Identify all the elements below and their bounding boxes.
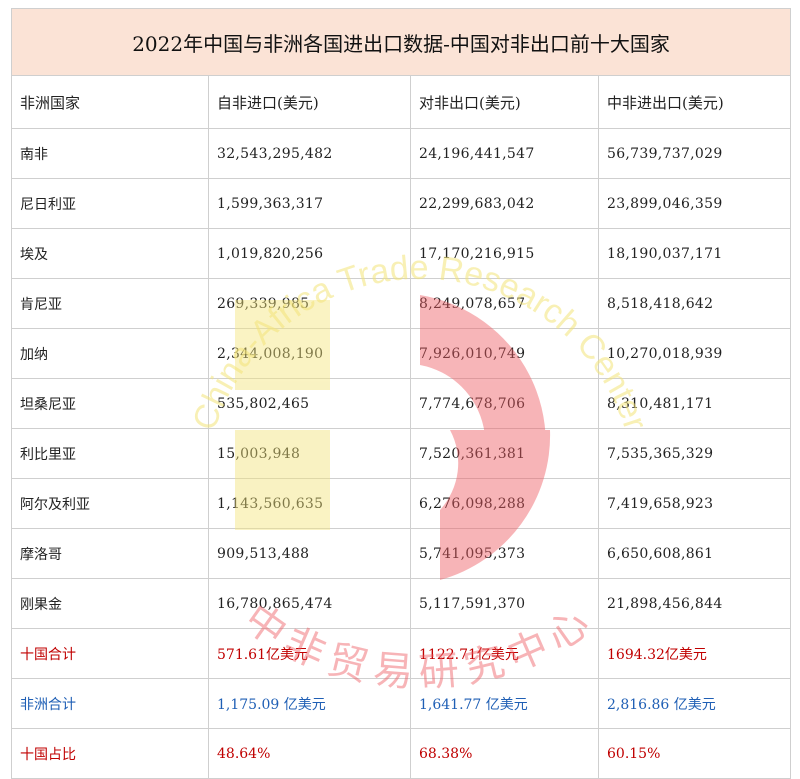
value-cell: 1,143,560,635: [208, 478, 411, 529]
value-cell: 7,419,658,923: [597, 478, 792, 529]
data-table-container: 2022年中国与非洲各国进出口数据-中国对非出口前十大国家 非洲国家 自非进口(…: [10, 8, 792, 779]
value-cell: 15,003,948: [208, 428, 411, 479]
value-cell: 24,196,441,547: [410, 128, 599, 179]
country-cell: 南非: [11, 128, 209, 179]
table-row: 肯尼亚 269,339,985 8,249,078,657 8,518,418,642: [11, 278, 792, 329]
header-export: 对非出口(美元): [410, 75, 599, 129]
country-cell: 埃及: [11, 228, 209, 279]
summary-value: 1694.32亿美元: [597, 628, 792, 679]
country-cell: 摩洛哥: [11, 528, 209, 579]
table-row: 阿尔及利亚 1,143,560,635 6,276,098,288 7,419,658…: [11, 478, 792, 529]
summary-value: 1,175.09 亿美元: [208, 678, 411, 729]
value-cell: 7,520,361,381: [410, 428, 599, 479]
value-cell: 8,310,481,171: [597, 378, 792, 429]
country-cell: 阿尔及利亚: [11, 478, 209, 529]
value-cell: 5,741,095,373: [410, 528, 599, 579]
header-row: 非洲国家 自非进口(美元) 对非出口(美元) 中非进出口(美元): [11, 75, 792, 129]
table-row: 利比里亚 15,003,948 7,520,361,381 7,535,365,329: [11, 428, 792, 479]
header-country: 非洲国家: [11, 75, 209, 129]
table-row: 尼日利亚 1,599,363,317 22,299,683,042 23,899,04…: [11, 178, 792, 229]
value-cell: 7,926,010,749: [410, 328, 599, 379]
value-cell: 909,513,488: [208, 528, 411, 579]
summary-value: 1,641.77 亿美元: [410, 678, 599, 729]
value-cell: 32,543,295,482: [208, 128, 411, 179]
value-cell: 1,019,820,256: [208, 228, 411, 279]
header-total: 中非进出口(美元): [597, 75, 792, 129]
value-cell: 535,802,465: [208, 378, 411, 429]
table-row: 坦桑尼亚 535,802,465 7,774,678,706 8,310,481,17…: [11, 378, 792, 429]
value-cell: 8,249,078,657: [410, 278, 599, 329]
summary-value: 571.61亿美元: [208, 628, 411, 679]
summary-row: 十国占比 48.64% 68.38% 60.15%: [11, 728, 792, 779]
value-cell: 2,344,008,190: [208, 328, 411, 379]
country-cell: 利比里亚: [11, 428, 209, 479]
trade-table: 2022年中国与非洲各国进出口数据-中国对非出口前十大国家 非洲国家 自非进口(…: [10, 8, 792, 779]
value-cell: 16,780,865,474: [208, 578, 411, 629]
country-cell: 尼日利亚: [11, 178, 209, 229]
header-import: 自非进口(美元): [208, 75, 411, 129]
summary-label: 十国合计: [11, 628, 209, 679]
value-cell: 7,774,678,706: [410, 378, 599, 429]
value-cell: 8,518,418,642: [597, 278, 792, 329]
value-cell: 10,270,018,939: [597, 328, 792, 379]
table-title-row: 2022年中国与非洲各国进出口数据-中国对非出口前十大国家: [10, 8, 792, 76]
table-row: 刚果金 16,780,865,474 5,117,591,370 21,898,456…: [11, 578, 792, 629]
value-cell: 6,650,608,861: [597, 528, 792, 579]
value-cell: 18,190,037,171: [597, 228, 792, 279]
summary-label: 非洲合计: [11, 678, 209, 729]
summary-value: 2,816.86 亿美元: [597, 678, 792, 729]
summary-label: 十国占比: [11, 728, 209, 779]
value-cell: 5,117,591,370: [410, 578, 599, 629]
country-cell: 加纳: [11, 328, 209, 379]
summary-value: 48.64%: [208, 728, 411, 779]
summary-value: 60.15%: [597, 728, 792, 779]
value-cell: 21,898,456,844: [597, 578, 792, 629]
summary-value: 1122.71亿美元: [410, 628, 599, 679]
table-title: 2022年中国与非洲各国进出口数据-中国对非出口前十大国家: [10, 8, 792, 76]
value-cell: 6,276,098,288: [410, 478, 599, 529]
country-cell: 刚果金: [11, 578, 209, 629]
value-cell: 1,599,363,317: [208, 178, 411, 229]
table-row: 埃及 1,019,820,256 17,170,216,915 18,190,037,…: [11, 228, 792, 279]
value-cell: 17,170,216,915: [410, 228, 599, 279]
value-cell: 269,339,985: [208, 278, 411, 329]
table-row: 摩洛哥 909,513,488 5,741,095,373 6,650,608,861: [11, 528, 792, 579]
summary-value: 68.38%: [410, 728, 599, 779]
value-cell: 56,739,737,029: [597, 128, 792, 179]
summary-row: 非洲合计 1,175.09 亿美元 1,641.77 亿美元 2,816.86 亿美元: [11, 678, 792, 729]
table-row: 南非 32,543,295,482 24,196,441,547 56,739,737…: [11, 128, 792, 179]
table-row: 加纳 2,344,008,190 7,926,010,749 10,270,018,9…: [11, 328, 792, 379]
value-cell: 23,899,046,359: [597, 178, 792, 229]
country-cell: 坦桑尼亚: [11, 378, 209, 429]
summary-row: 十国合计 571.61亿美元 1122.71亿美元 1694.32亿美元: [11, 628, 792, 679]
value-cell: 7,535,365,329: [597, 428, 792, 479]
value-cell: 22,299,683,042: [410, 178, 599, 229]
country-cell: 肯尼亚: [11, 278, 209, 329]
